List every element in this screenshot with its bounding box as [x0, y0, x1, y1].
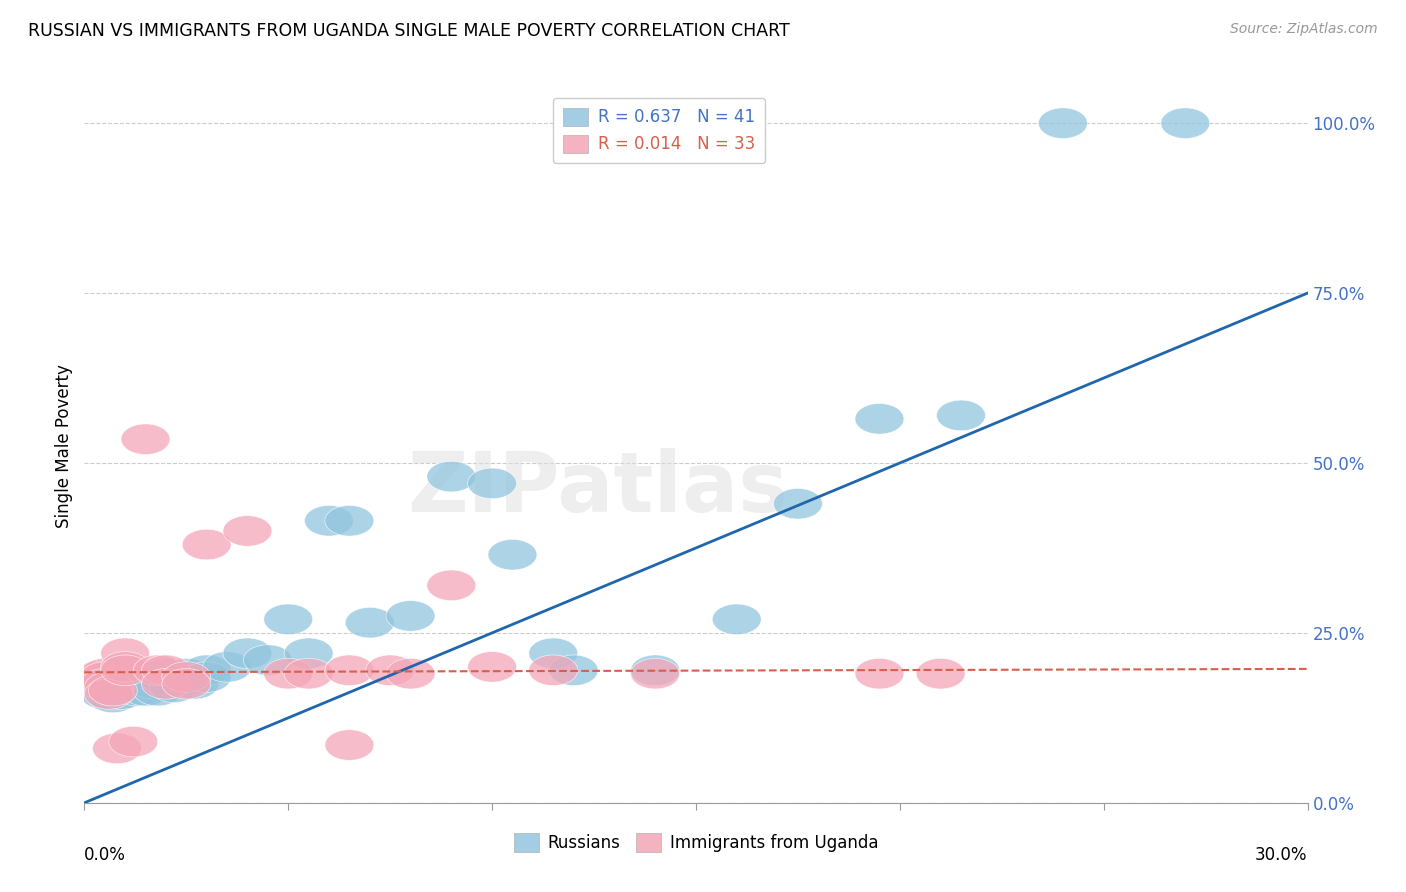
Ellipse shape	[631, 658, 679, 689]
Ellipse shape	[529, 638, 578, 669]
Ellipse shape	[284, 658, 333, 689]
Ellipse shape	[76, 669, 125, 699]
Ellipse shape	[631, 655, 679, 686]
Ellipse shape	[183, 662, 231, 692]
Ellipse shape	[325, 655, 374, 686]
Ellipse shape	[550, 655, 598, 686]
Text: ZIPatlas: ZIPatlas	[408, 449, 789, 529]
Ellipse shape	[89, 675, 138, 706]
Ellipse shape	[101, 665, 149, 696]
Ellipse shape	[101, 669, 149, 699]
Ellipse shape	[80, 662, 129, 692]
Ellipse shape	[80, 669, 129, 699]
Ellipse shape	[134, 655, 183, 686]
Legend: Russians, Immigrants from Uganda: Russians, Immigrants from Uganda	[508, 827, 884, 859]
Ellipse shape	[101, 655, 149, 686]
Ellipse shape	[162, 662, 211, 692]
Ellipse shape	[108, 726, 157, 757]
Ellipse shape	[202, 651, 252, 682]
Ellipse shape	[917, 658, 965, 689]
Ellipse shape	[346, 607, 394, 638]
Ellipse shape	[162, 665, 211, 696]
Ellipse shape	[80, 679, 129, 709]
Ellipse shape	[183, 655, 231, 686]
Ellipse shape	[243, 645, 292, 675]
Ellipse shape	[142, 665, 190, 696]
Ellipse shape	[108, 672, 157, 703]
Text: 0.0%: 0.0%	[84, 846, 127, 863]
Ellipse shape	[142, 655, 190, 686]
Ellipse shape	[72, 662, 121, 692]
Ellipse shape	[101, 638, 149, 669]
Ellipse shape	[855, 658, 904, 689]
Ellipse shape	[713, 604, 761, 634]
Ellipse shape	[325, 730, 374, 760]
Ellipse shape	[264, 604, 312, 634]
Ellipse shape	[142, 669, 190, 699]
Ellipse shape	[121, 669, 170, 699]
Text: 30.0%: 30.0%	[1256, 846, 1308, 863]
Ellipse shape	[1039, 108, 1087, 138]
Ellipse shape	[387, 658, 434, 689]
Ellipse shape	[112, 675, 162, 706]
Ellipse shape	[142, 658, 190, 689]
Y-axis label: Single Male Poverty: Single Male Poverty	[55, 364, 73, 528]
Ellipse shape	[162, 658, 211, 689]
Ellipse shape	[101, 651, 149, 682]
Ellipse shape	[529, 655, 578, 686]
Ellipse shape	[387, 600, 434, 632]
Ellipse shape	[84, 672, 134, 703]
Ellipse shape	[224, 638, 271, 669]
Ellipse shape	[284, 638, 333, 669]
Ellipse shape	[1161, 108, 1209, 138]
Ellipse shape	[134, 675, 183, 706]
Text: RUSSIAN VS IMMIGRANTS FROM UGANDA SINGLE MALE POVERTY CORRELATION CHART: RUSSIAN VS IMMIGRANTS FROM UGANDA SINGLE…	[28, 22, 790, 40]
Ellipse shape	[183, 529, 231, 560]
Ellipse shape	[129, 669, 179, 699]
Ellipse shape	[936, 401, 986, 431]
Ellipse shape	[80, 658, 129, 689]
Ellipse shape	[488, 540, 537, 570]
Text: Source: ZipAtlas.com: Source: ZipAtlas.com	[1230, 22, 1378, 37]
Ellipse shape	[97, 679, 146, 709]
Ellipse shape	[224, 516, 271, 546]
Ellipse shape	[149, 672, 198, 703]
Ellipse shape	[855, 403, 904, 434]
Ellipse shape	[468, 468, 516, 499]
Ellipse shape	[325, 506, 374, 536]
Ellipse shape	[121, 424, 170, 455]
Ellipse shape	[427, 570, 475, 600]
Ellipse shape	[264, 658, 312, 689]
Ellipse shape	[468, 651, 516, 682]
Ellipse shape	[93, 733, 142, 764]
Ellipse shape	[93, 672, 142, 703]
Ellipse shape	[162, 669, 211, 699]
Ellipse shape	[773, 489, 823, 519]
Ellipse shape	[84, 679, 134, 709]
Ellipse shape	[89, 682, 138, 713]
Ellipse shape	[305, 506, 353, 536]
Ellipse shape	[427, 461, 475, 491]
Ellipse shape	[366, 655, 415, 686]
Ellipse shape	[121, 675, 170, 706]
Ellipse shape	[170, 669, 219, 699]
